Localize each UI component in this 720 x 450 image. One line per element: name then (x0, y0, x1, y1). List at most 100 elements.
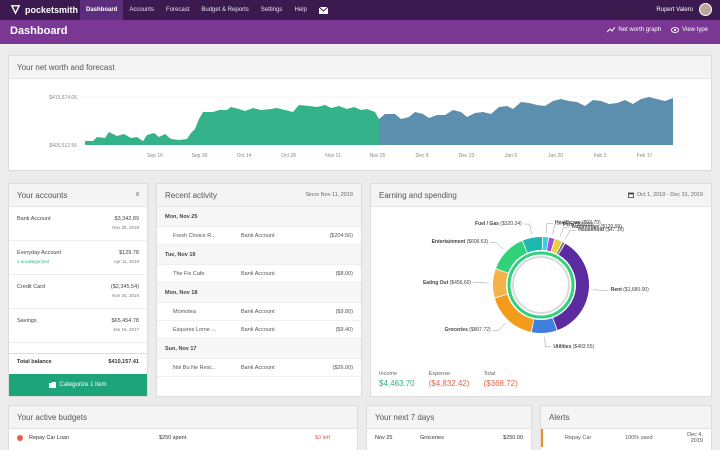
net-worth-header: Your net worth and forecast (9, 56, 711, 79)
donut-label-amount: ($807.72) (469, 327, 491, 334)
active-budgets-title: Your active budgets (17, 412, 87, 422)
donut-label-amount: ($320.24) (500, 221, 522, 228)
donut-leader-line (559, 227, 570, 237)
donut-label: Pets ($96.80) (563, 222, 594, 228)
total-balance-row: Total balance $410,157.41 (9, 353, 147, 369)
view-type-label: View type (682, 27, 708, 33)
recent-activity-header: Recent activity Since Nov 11, 2019 (157, 184, 361, 207)
alerts-panel: Alerts Repay Car 100% used Dec 4, 2019 (540, 405, 712, 450)
account-row[interactable]: Bank Account $3,342.89 Nov 25, 2019 (9, 207, 147, 241)
alerts-header: Alerts (541, 406, 711, 429)
activity-day-header: Mon, Nov 18 (157, 283, 361, 303)
eye-icon (671, 27, 680, 33)
account-row[interactable]: Credit Card ($2,345.54) Nov 25, 2019 (9, 275, 147, 309)
account-name: Everyday Account (17, 250, 62, 256)
brand-name: pocketsmith (25, 4, 79, 15)
transaction-account: Bank Account (241, 232, 275, 239)
donut-segment-entertainment[interactable] (496, 240, 528, 273)
brand[interactable]: pocketsmith (10, 4, 78, 15)
x-axis-tick-label: Feb 17 (637, 153, 653, 159)
avatar (699, 3, 712, 16)
view-type-button[interactable]: View type (671, 27, 708, 33)
x-axis-tick-label: Nov 25 (370, 153, 386, 159)
transaction-payee: Momotea (173, 308, 196, 315)
alert-row[interactable]: Repay Car 100% used Dec 4, 2019 (541, 429, 711, 447)
next-7-days-row[interactable]: Nov 25 Groceries $250.00 (367, 429, 531, 447)
x-axis-ticks: Sep 16 Sep 30 Oct 14 Oct 28 Nov 11 Nov 25 Dec … (147, 153, 652, 159)
nav-forecast[interactable]: Forecast (166, 7, 190, 13)
donut-label-name: Household (578, 227, 604, 234)
account-row[interactable]: Savings $65,454.78 Jan 16, 2017 (9, 309, 147, 343)
x-axis-tick-label: Dec 9 (415, 153, 428, 159)
mail-icon[interactable] (313, 0, 334, 20)
expense-value: ($4,832.42) (428, 379, 470, 388)
transaction-payee: Noi Bu Ne Rest... (173, 364, 216, 371)
active-budgets-header: Your active budgets (9, 406, 357, 429)
donut-label: Utilities ($403.55) (553, 344, 594, 350)
donut-segment-fuel-gas[interactable] (522, 237, 543, 253)
transaction-account: Bank Account (241, 308, 275, 315)
activity-list: Mon, Nov 25 Fresh Choice R... Bank Account… (157, 207, 361, 377)
transaction-row[interactable]: The Fix Cafe Bank Account ($8.00) (157, 265, 361, 283)
donut-label-amount: ($456.60) (449, 279, 472, 286)
donut-segment-pets[interactable] (546, 237, 555, 252)
user-menu[interactable]: Rupert Valero (656, 3, 712, 16)
donut-label-amount: ($1,680.00) (623, 287, 649, 294)
income-total: Income $4,463.70 (379, 371, 415, 388)
activity-day-header: Sun, Nov 17 (157, 339, 361, 359)
net-total-value: ($368.72) (483, 379, 518, 388)
account-row[interactable]: Everyday Account 1 uncategorized $129.78 Ap… (9, 241, 147, 275)
transaction-payee: Fresh Choice R... (173, 232, 216, 239)
donut-label: Household ($47.10) (578, 227, 624, 233)
event-date: Nov 25 (375, 435, 393, 441)
earning-totals: Income $4,463.70 Expense ($4,832.42) Tot… (379, 371, 518, 388)
donut-label: Groceries ($807.72) (445, 327, 491, 333)
recent-activity-panel: Recent activity Since Nov 11, 2019 Mon, … (156, 183, 362, 397)
transaction-amount: ($26.00) (332, 364, 354, 371)
budget-spent: $250 spent (159, 435, 187, 441)
y-axis-label-bottom: $405,512.56 (49, 143, 77, 149)
donut-leader-line (490, 242, 504, 250)
categorize-button[interactable]: Categorize 1 item (9, 374, 147, 396)
recent-activity-title: Recent activity (165, 190, 218, 200)
donut-label-name: Fuel / Gas (474, 221, 499, 228)
donut-label-name: Healthcare (555, 220, 581, 227)
net-worth-chart[interactable]: $413,674.06 $405,512.56 Sep 16 Sep 30 Oct … (9, 79, 711, 171)
nav-accounts[interactable]: Accounts (129, 7, 155, 13)
account-name: Savings (17, 318, 37, 324)
donut-segment-rent[interactable] (553, 243, 589, 331)
net-worth-graph-button[interactable]: Net worth graph (607, 27, 661, 33)
donut-segment-household[interactable] (556, 242, 565, 255)
nav-dashboard[interactable]: Dashboard (80, 0, 124, 20)
transaction-row[interactable]: Noi Bu Ne Rest... Bank Account ($26.00) (157, 359, 361, 377)
income-ring[interactable] (507, 251, 575, 319)
donut-segment-healthcare[interactable] (542, 237, 549, 251)
recent-activity-since: Since Nov 11, 2019 (305, 192, 353, 198)
date-range-picker[interactable]: Oct 1, 2019 - Dec 31, 2019 (627, 192, 703, 198)
donut-label-amount: ($403.55) (572, 343, 595, 350)
transaction-row[interactable]: Momotea Bank Account ($9.80) (157, 303, 361, 321)
expense-total: Expense ($4,832.42) (429, 371, 470, 388)
donut-label-name: Groceries (444, 327, 468, 334)
folder-icon (49, 382, 57, 388)
account-value: $129.78 (119, 250, 139, 256)
nav-settings[interactable]: Settings (260, 7, 283, 13)
activity-day-header: Tue, Nov 19 (157, 245, 361, 265)
nav-help[interactable]: Help (294, 7, 307, 13)
spending-donut-chart[interactable] (371, 207, 711, 367)
donut-segment-utilities[interactable] (531, 318, 557, 333)
next-7-days-title: Your next 7 days (375, 412, 435, 422)
donut-label: Eating Out ($456.60) (423, 280, 471, 286)
donut-segment-automotive[interactable] (551, 239, 562, 254)
budget-row[interactable]: Repay Car Loan $250 spent $0 left (9, 429, 357, 447)
x-axis-tick-label: Sep 16 (147, 153, 163, 159)
donut-segment-groceries[interactable] (494, 294, 534, 332)
date-range-label: Oct 1, 2019 - Dec 31, 2019 (636, 192, 703, 198)
nav-budget-reports[interactable]: Budget & Reports (201, 7, 249, 13)
transaction-row[interactable]: Fresh Choice R... Bank Account ($204.56) (157, 227, 361, 245)
transaction-row[interactable]: Esquires Lorne ... Bank Account ($9.40) (157, 321, 361, 339)
donut-segment-eating-out[interactable] (493, 269, 508, 298)
alert-date: Dec 4, 2019 (687, 432, 703, 444)
earning-spending-header: Earning and spending Oct 1, 2019 - Dec 3… (371, 184, 711, 207)
account-value: $65,454.78 (111, 318, 139, 324)
